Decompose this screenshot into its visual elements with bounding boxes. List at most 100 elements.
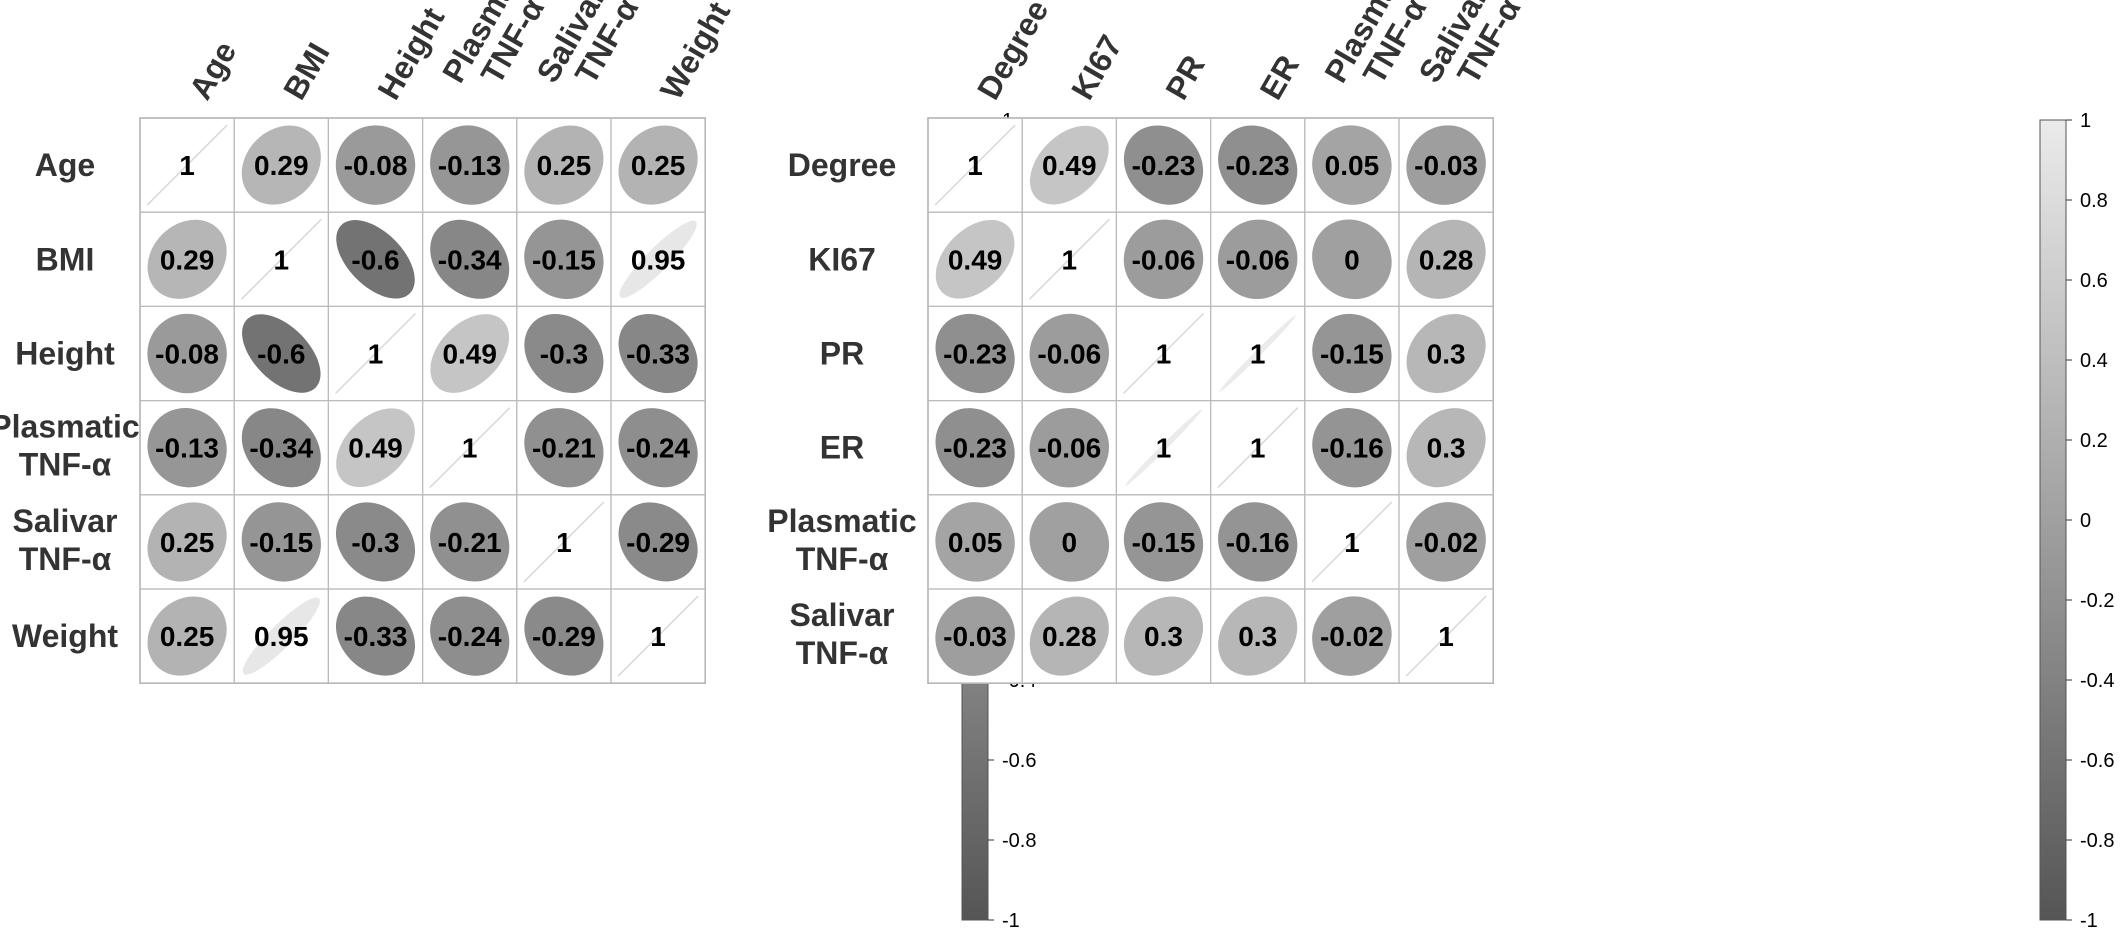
matrix-cell: -0.02 xyxy=(1304,588,1400,684)
correlation-ellipse xyxy=(1029,313,1110,394)
correlation-ellipse xyxy=(1218,125,1298,205)
correlation-value: -0.34 xyxy=(438,244,502,275)
matrix-cell: -0.06 xyxy=(1021,305,1118,402)
correlation-ellipse xyxy=(336,220,415,299)
correlation-ellipse xyxy=(935,219,1015,299)
correlation-ellipse xyxy=(1312,125,1392,205)
matrix-cell: -0.02 xyxy=(1398,494,1494,590)
correlation-value: -0.6 xyxy=(351,244,399,275)
correlation-value: 0.49 xyxy=(948,244,1003,275)
matrix-cell: -0.23 xyxy=(1115,117,1212,213)
correlation-ellipse xyxy=(935,408,1015,488)
matrix-cell: 0.25 xyxy=(516,117,612,213)
correlation-ellipse xyxy=(1123,125,1204,205)
correlation-ellipse xyxy=(430,314,510,393)
correlation-ellipse xyxy=(524,219,604,299)
correlation-value: -0.23 xyxy=(943,339,1007,370)
matrix-cell: -0.34 xyxy=(422,211,518,307)
correlation-ellipse xyxy=(524,125,604,205)
matrix-cell: 0.05 xyxy=(1304,117,1400,213)
matrix-cell: 0.49 xyxy=(927,211,1023,307)
correlation-ellipse xyxy=(242,314,321,393)
matrix-cell: -0.3 xyxy=(327,494,424,590)
correlation-value: 0.49 xyxy=(442,339,497,370)
diagonal-line xyxy=(934,124,1016,206)
correlation-value: 0.49 xyxy=(348,433,403,464)
matrix-cell: -0.29 xyxy=(610,494,706,590)
matrix-cell: -0.23 xyxy=(927,400,1023,496)
correlation-ellipse xyxy=(1029,125,1109,205)
matrix-cell: -0.23 xyxy=(1209,117,1306,213)
correlation-value: -0.15 xyxy=(1320,339,1384,370)
matrix-cell: 0.29 xyxy=(233,117,329,213)
matrix-cell: -0.06 xyxy=(1115,211,1212,307)
correlation-ellipse xyxy=(1029,502,1110,582)
row-label: Salivar TNF-α xyxy=(13,503,118,577)
correlation-value: 0.95 xyxy=(254,621,309,652)
matrix-cell: -0.03 xyxy=(927,588,1023,684)
colorbar-tick-label: -0.8 xyxy=(1002,830,1036,852)
correlation-ellipse xyxy=(241,125,321,205)
matrix-cell: 0.05 xyxy=(927,494,1023,590)
matrix-cell: -0.34 xyxy=(233,400,329,496)
column-label: ER xyxy=(1253,49,1306,105)
row-label: KI67 xyxy=(808,241,876,277)
correlation-value: 0.25 xyxy=(631,150,686,181)
correlation-ellipse xyxy=(1123,219,1204,300)
matrix-cell: -0.33 xyxy=(610,305,706,402)
diagonal-line xyxy=(1122,312,1205,395)
matrix-cell: -0.6 xyxy=(233,305,329,402)
row-label: Weight xyxy=(12,618,118,654)
correlation-value: -0.03 xyxy=(1414,150,1478,181)
colorbar-tick-label: -0.6 xyxy=(1002,750,1036,772)
colorbar-tick-label: -1 xyxy=(1002,910,1020,932)
correlation-value: 0.05 xyxy=(948,527,1003,558)
matrix-cell: -0.06 xyxy=(1209,211,1306,307)
correlation-value: 0.25 xyxy=(160,621,215,652)
correlation-value: -0.06 xyxy=(1037,433,1101,464)
matrix-cell: -0.24 xyxy=(610,400,706,496)
correlation-value: 1 xyxy=(462,433,478,464)
matrix-cell: 0.28 xyxy=(1021,588,1118,684)
correlation-ellipse xyxy=(1406,502,1486,582)
matrix-cell: -0.24 xyxy=(422,588,518,684)
correlation-ellipse xyxy=(147,502,227,582)
correlation-value: 0.3 xyxy=(1427,339,1466,370)
correlation-value: -0.02 xyxy=(1414,527,1478,558)
colorbar-tick-label: -0.6 xyxy=(2080,750,2114,772)
colorbar-tick-label: -0.2 xyxy=(2080,590,2114,612)
correlation-ellipse xyxy=(242,597,320,675)
correlation-value: 0.28 xyxy=(1419,244,1474,275)
correlation-ellipse xyxy=(241,502,321,582)
matrix-cell: -0.29 xyxy=(516,588,612,684)
correlation-value: -0.23 xyxy=(943,433,1007,464)
colorbar-tick-label: 0.8 xyxy=(2080,190,2108,212)
matrix-cell: -0.21 xyxy=(516,400,612,496)
correlation-value: -0.3 xyxy=(540,339,588,370)
matrix-cell: -0.21 xyxy=(422,494,518,590)
correlation-value: 0.3 xyxy=(1427,433,1466,464)
correlation-value: 1 xyxy=(650,621,666,652)
correlation-ellipse xyxy=(524,408,604,488)
correlation-ellipse xyxy=(1406,125,1486,205)
colorbar xyxy=(2039,119,2067,921)
matrix-cell: 0.25 xyxy=(139,494,235,590)
colorbar-tick-label: 0.4 xyxy=(2080,350,2108,372)
correlation-value: 1 xyxy=(967,150,983,181)
correlation-ellipse xyxy=(619,220,697,298)
row-label: Plasmatic TNF-α xyxy=(767,503,916,577)
correlation-value: 1 xyxy=(1062,244,1078,275)
correlation-value: -0.29 xyxy=(626,527,690,558)
correlation-ellipse xyxy=(1312,596,1392,676)
correlation-value: -0.06 xyxy=(1037,339,1101,370)
correlation-ellipse xyxy=(935,313,1015,394)
colorbar-tick-label: -1 xyxy=(2080,910,2098,932)
colorbar-tick-label: -0.4 xyxy=(2080,670,2114,692)
correlation-value: 0 xyxy=(1344,244,1360,275)
correlation-ellipse xyxy=(935,502,1015,582)
correlation-ellipse xyxy=(336,408,415,488)
correlation-value: 1 xyxy=(1156,433,1172,464)
correlation-value: 1 xyxy=(368,339,384,370)
correlation-panel-1: 1 0.29 -0.08 -0.13 0.25 0.25 0.29 1 -0.6 -0.34 -0.… xyxy=(0,0,1036,932)
